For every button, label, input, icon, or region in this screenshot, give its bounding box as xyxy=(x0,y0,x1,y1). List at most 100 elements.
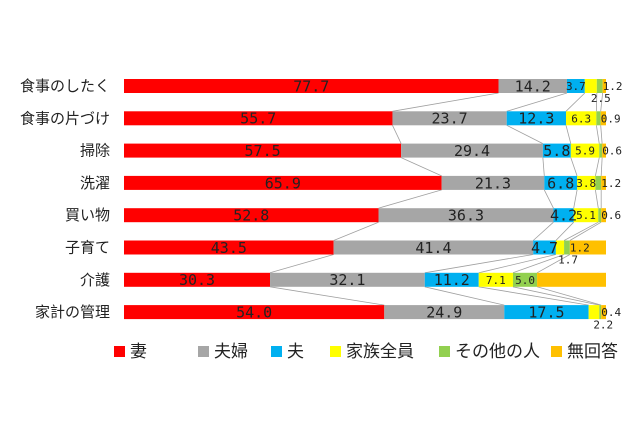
series-line xyxy=(570,157,578,177)
series-line xyxy=(506,92,568,112)
series-line xyxy=(600,92,604,112)
bar-segment xyxy=(555,240,565,255)
bar-segment xyxy=(570,143,600,158)
bar-segment xyxy=(598,208,602,223)
series-line xyxy=(333,221,379,241)
bar-segment xyxy=(498,79,567,93)
data-labels: 77.7 14.2 3.72.51.255.7 23.7 12.3 6.3 0.957.5 2… xyxy=(179,77,623,331)
data-label: 3.7 xyxy=(566,80,586,93)
bar-segment xyxy=(124,111,393,126)
series-line xyxy=(555,221,574,241)
bar-segment xyxy=(573,208,599,223)
data-label: 0.4 xyxy=(601,306,621,319)
data-label: 6.3 xyxy=(571,112,591,125)
series-line xyxy=(543,189,554,209)
bar-segment xyxy=(537,272,606,287)
series-line xyxy=(595,189,599,209)
data-label: 2.2 xyxy=(593,318,613,331)
series-line xyxy=(542,157,545,176)
data-label: 4.2 xyxy=(550,207,577,225)
legend-swatch xyxy=(114,346,125,357)
data-label: 3.8 xyxy=(576,177,596,190)
series-line xyxy=(478,254,556,274)
bar-segment xyxy=(512,272,538,287)
category-label: 介護 xyxy=(80,271,110,289)
data-label: 57.5 xyxy=(245,142,281,160)
bar-segment xyxy=(565,111,597,126)
bar-segment xyxy=(584,79,597,93)
legend-label: 無回答 xyxy=(567,342,618,362)
bar-segment xyxy=(596,79,603,93)
data-label: 54.0 xyxy=(236,304,272,322)
data-label: 23.7 xyxy=(432,110,468,128)
data-label: 14.2 xyxy=(515,77,551,95)
bar-segment xyxy=(504,305,589,320)
legend-label: 夫婦 xyxy=(214,342,248,362)
series-line xyxy=(563,221,599,241)
legend-swatch xyxy=(198,346,209,357)
series-line xyxy=(532,221,554,241)
bar-segment xyxy=(599,305,602,320)
bar-segment xyxy=(600,111,606,126)
data-label: 1.2 xyxy=(601,177,621,190)
series-line xyxy=(478,286,589,306)
series-line xyxy=(269,286,385,306)
data-label: 43.5 xyxy=(211,239,247,257)
bar-segment xyxy=(378,208,554,223)
bar-segment xyxy=(441,175,545,190)
series-line xyxy=(536,286,602,306)
bar-segment xyxy=(124,208,379,223)
bar-segment xyxy=(577,175,596,190)
bar-segment xyxy=(595,175,602,190)
bar-segment xyxy=(270,272,425,287)
bar-segment xyxy=(478,272,513,287)
bar-segment xyxy=(599,143,603,158)
legend-label: その他の人 xyxy=(455,342,540,362)
series-line xyxy=(424,254,534,274)
series-line xyxy=(378,189,442,209)
series-line xyxy=(424,286,505,306)
bar-segment xyxy=(124,143,402,158)
data-label: 29.4 xyxy=(454,142,490,160)
data-label: 32.1 xyxy=(329,271,365,289)
series-lines xyxy=(269,92,604,306)
series-line xyxy=(569,221,602,241)
bar-segment xyxy=(401,143,543,158)
bar-segment xyxy=(564,240,570,255)
data-label: 2.5 xyxy=(591,92,611,105)
series-line xyxy=(400,157,442,177)
data-label: 7.1 xyxy=(486,274,506,287)
series-line xyxy=(269,254,334,274)
bar-segment xyxy=(542,143,571,158)
legend-swatch xyxy=(439,346,450,357)
legend-swatch xyxy=(551,346,562,357)
series-line xyxy=(392,125,402,144)
category-label: 洗濯 xyxy=(80,174,110,192)
bar-segment xyxy=(601,305,606,320)
series-line xyxy=(536,254,571,274)
bars xyxy=(124,79,606,320)
category-label: 家計の管理 xyxy=(35,303,110,321)
data-label: 6.8 xyxy=(547,174,574,192)
bar-segment xyxy=(124,240,334,255)
category-label: 掃除 xyxy=(80,142,110,160)
legend-swatch xyxy=(330,346,341,357)
data-label: 77.7 xyxy=(293,77,329,95)
data-label: 1.7 xyxy=(558,254,578,267)
legend: 妻 夫婦 夫 家族全員 その他の人 無回答 xyxy=(114,342,618,362)
bar-segment xyxy=(602,143,606,158)
bar-segment xyxy=(124,272,271,287)
data-label: 0.6 xyxy=(602,145,622,158)
data-label: 1.2 xyxy=(603,80,623,93)
series-line xyxy=(573,189,578,209)
series-line xyxy=(565,92,586,112)
series-line xyxy=(595,157,600,176)
bar-segment xyxy=(553,208,574,223)
legend-label: 妻 xyxy=(130,342,147,362)
data-label: 21.3 xyxy=(475,174,511,192)
legend-label: 夫 xyxy=(287,342,304,362)
bar-segment xyxy=(124,305,385,320)
series-line xyxy=(595,125,600,144)
data-label: 1.2 xyxy=(570,241,590,254)
